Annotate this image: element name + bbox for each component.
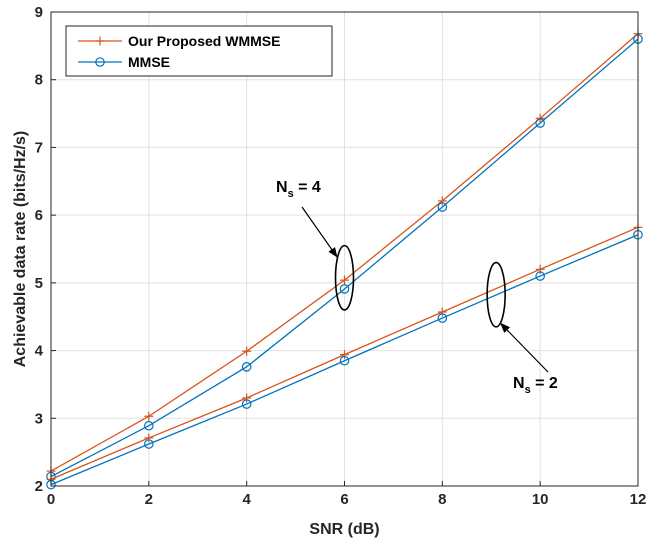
x-tick-label: 10: [532, 491, 549, 508]
circle-marker: [339, 284, 350, 294]
plus-marker: [95, 36, 105, 46]
x-axis-label: SNR (dB): [309, 521, 379, 538]
circle-marker: [437, 313, 448, 323]
x-tick-label: 6: [340, 491, 348, 508]
plus-marker: [437, 196, 447, 206]
legend-label: Our Proposed WMMSE: [128, 33, 280, 49]
plus-marker: [242, 346, 252, 356]
y-tick-label: 4: [35, 343, 44, 360]
legend-item: MMSE: [78, 54, 170, 70]
plus-marker: [340, 275, 349, 285]
plus-marker: [437, 307, 447, 317]
annotations: Ns = 4 Ns = 2: [276, 179, 558, 396]
series-mmse-ns4: [46, 34, 643, 482]
plus-marker: [340, 350, 349, 360]
plus-marker: [242, 393, 252, 403]
series-line: [50, 234, 639, 486]
legend: Our Proposed WMMSE MMSE: [65, 25, 333, 77]
x-tick-label: 8: [438, 491, 446, 508]
circle-marker: [535, 271, 545, 281]
circle-marker: [339, 355, 350, 366]
circle-marker: [241, 399, 252, 409]
circle-marker: [95, 57, 105, 67]
circle-marker: [437, 202, 448, 212]
y-tick-label: 9: [35, 4, 43, 21]
circle-marker: [144, 439, 154, 449]
x-tick-label: 0: [47, 491, 55, 508]
legend-item: Our Proposed WMMSE: [78, 33, 280, 49]
legend-box: [65, 25, 333, 77]
annotation-arrowhead: [328, 247, 338, 258]
annotation-arrowhead: [500, 322, 510, 333]
circle-marker: [241, 362, 252, 372]
annotation-label: Ns = 2: [513, 375, 558, 396]
annotation-ellipse: [334, 244, 355, 311]
legend-label: MMSE: [128, 54, 170, 70]
y-tick-label: 2: [35, 478, 43, 495]
plot-frame: [50, 11, 639, 487]
plus-marker: [144, 433, 154, 443]
annotation-label: Ns = 4: [276, 179, 321, 200]
series-line: [50, 38, 639, 478]
annotation-arrow-line: [301, 206, 338, 258]
annotation-ellipse: [486, 261, 506, 328]
x-tick-label: 4: [242, 491, 251, 508]
annotation-arrow-line: [499, 322, 549, 373]
circle-marker: [535, 118, 545, 128]
circle-marker: [144, 420, 154, 431]
x-tick-label: 12: [630, 491, 647, 508]
x-tick-label: 2: [145, 491, 153, 508]
y-tick-label: 8: [35, 72, 43, 89]
plus-marker: [144, 411, 154, 421]
y-tick-label: 7: [35, 139, 43, 156]
y-tick-label: 3: [35, 410, 43, 427]
y-tick-label: 6: [35, 207, 43, 224]
y-tick-label: 5: [35, 275, 43, 292]
y-axis-label: Achievable data rate (bits/Hz/s): [12, 131, 29, 368]
